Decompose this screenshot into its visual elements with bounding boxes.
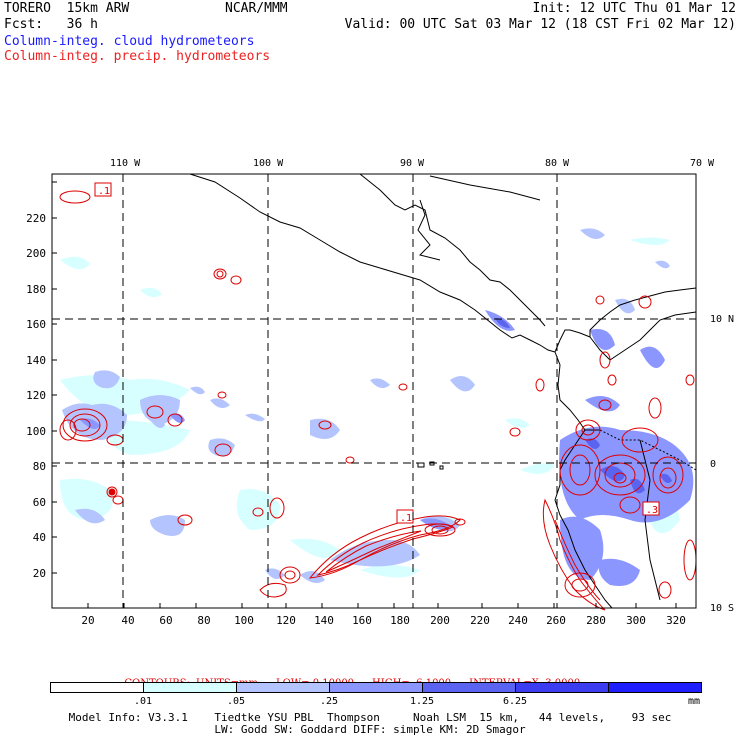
- legend-swatch: [609, 683, 701, 692]
- legend-swatch: [144, 683, 237, 692]
- cloud-shading: [60, 228, 694, 586]
- model-info-line2: LW: Godd SW: Goddard DIFF: simple KM: 2D…: [214, 723, 526, 736]
- contour-label: .3: [646, 505, 658, 516]
- x-tick-label: 320: [666, 614, 686, 627]
- y-axis: 20 40 60 80 100 120 140 160 180 200 220 …: [26, 181, 57, 580]
- legend-swatch: [237, 683, 330, 692]
- x-tick-label: 100: [234, 614, 254, 627]
- x-tick-label: 20: [81, 614, 94, 627]
- x-tick-label: 300: [626, 614, 646, 627]
- lat-label: 10 N: [710, 314, 734, 325]
- model-title: TORERO 15km ARW: [4, 1, 130, 16]
- lon-label: 80 W: [545, 158, 570, 169]
- contour-label: .1: [98, 186, 110, 197]
- lon-label: 90 W: [400, 158, 425, 169]
- legend-unit: mm: [687, 696, 701, 707]
- legend-tick-label: 1.25: [409, 696, 435, 707]
- coastlines: [189, 173, 697, 609]
- x-tick-label: 40: [121, 614, 134, 627]
- legend-swatch: [51, 683, 144, 692]
- y-tick-label: 180: [26, 283, 46, 296]
- map-frame: [51, 173, 697, 609]
- x-tick-label: 200: [430, 614, 450, 627]
- legend-swatch: [330, 683, 423, 692]
- y-tick-label: 80: [33, 460, 46, 473]
- y-tick-label: 140: [26, 354, 46, 367]
- x-tick-label: 120: [276, 614, 296, 627]
- field-title-cloud: Column-integ. cloud hydrometeors: [4, 34, 255, 49]
- x-tick-label: 160: [352, 614, 372, 627]
- organization: NCAR/MMM: [225, 1, 288, 16]
- x-tick-label: 60: [159, 614, 172, 627]
- x-tick-label: 220: [470, 614, 490, 627]
- x-axis: 20 40 60 80 100 120 140 160 180 200 220 …: [81, 603, 686, 627]
- legend-swatch: [516, 683, 609, 692]
- x-tick-label: 140: [314, 614, 334, 627]
- y-tick-label: 220: [26, 212, 46, 225]
- y-tick-label: 120: [26, 389, 46, 402]
- y-tick-label: 160: [26, 318, 46, 331]
- contour-label-boxes: [94, 182, 660, 524]
- legend-swatch: [423, 683, 516, 692]
- lat-label: 10 S: [710, 603, 734, 614]
- y-tick-label: 20: [33, 567, 46, 580]
- legend-tick-label: .25: [319, 696, 339, 707]
- legend-tick-label: 6.25: [502, 696, 528, 707]
- x-tick-label: 80: [197, 614, 210, 627]
- lat-lon-gridlines: [52, 174, 696, 608]
- y-tick-label: 200: [26, 247, 46, 260]
- y-tick-label: 60: [33, 496, 46, 509]
- model-info-line1: Model Info: V3.3.1 Tiedtke YSU PBL Thomp…: [68, 711, 672, 724]
- contour-label: .1: [400, 513, 412, 524]
- x-tick-label: 180: [390, 614, 410, 627]
- y-tick-label: 100: [26, 425, 46, 438]
- lon-label: 110 W: [110, 158, 141, 169]
- legend-tick-label: .05: [226, 696, 246, 707]
- init-time: Init: 12 UTC Thu 01 Mar 12: [532, 1, 737, 16]
- x-tick-label: 280: [586, 614, 606, 627]
- field-title-precip: Column-integ. precip. hydrometeors: [4, 49, 271, 64]
- forecast-hour: Fcst: 36 h: [4, 17, 98, 32]
- legend-tick-label: .01: [133, 696, 153, 707]
- map-plot: 110 W 100 W 90 W 80 W 70 W 10 N 0 10 S: [26, 158, 734, 627]
- x-tick-label: 240: [508, 614, 528, 627]
- lat-label: 0: [710, 459, 716, 470]
- x-tick-label: 260: [546, 614, 566, 627]
- y-tick-label: 40: [33, 531, 46, 544]
- lon-label: 70 W: [690, 158, 715, 169]
- valid-time: Valid: 00 UTC Sat 03 Mar 12 (18 CST Fri …: [344, 17, 736, 32]
- color-legend: [50, 682, 702, 693]
- lon-label: 100 W: [253, 158, 284, 169]
